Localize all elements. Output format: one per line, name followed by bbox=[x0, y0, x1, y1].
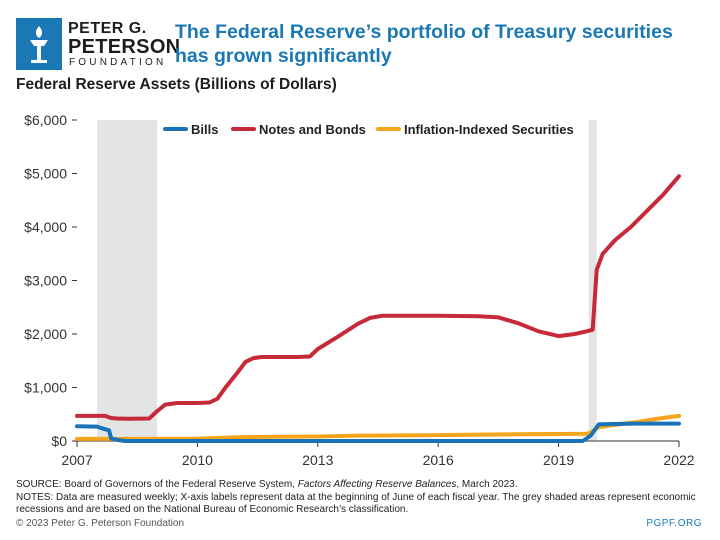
recession-shading bbox=[97, 120, 597, 441]
y-tick-label: $5,000 bbox=[24, 166, 67, 182]
legend-label: Bills bbox=[191, 122, 218, 137]
x-tick-label: 2019 bbox=[543, 452, 574, 468]
source-prefix: SOURCE: Board of Governors of the Federa… bbox=[16, 479, 298, 490]
notes-text: NOTES: Data are measured weekly; X-axis … bbox=[16, 491, 696, 516]
x-tick-label: 2016 bbox=[423, 452, 454, 468]
chart-legend: Bills Notes and Bonds Inflation-Indexed Se… bbox=[163, 122, 574, 137]
y-tick-label: $2,000 bbox=[24, 326, 67, 342]
legend-label: Inflation-Indexed Securities bbox=[404, 122, 574, 137]
chart-series bbox=[75, 174, 681, 443]
recession-band-1 bbox=[97, 120, 158, 441]
x-tick-label: 2007 bbox=[61, 452, 92, 468]
x-tick-label: 2010 bbox=[182, 452, 213, 468]
source-title: Factors Affecting Reserve Balances bbox=[297, 479, 457, 490]
y-tick-label: $4,000 bbox=[24, 219, 67, 235]
series-line-notes-and-bonds bbox=[75, 174, 681, 421]
x-tick-label: 2022 bbox=[663, 452, 694, 468]
chart-area: $0 $1,000 $2,000 $3,000 $4,000 $5,000 $6,000 20… bbox=[24, 112, 695, 468]
x-tick-label: 2013 bbox=[302, 452, 333, 468]
recession-band-2 bbox=[588, 120, 597, 441]
y-tick-label: $6,000 bbox=[24, 112, 67, 128]
brand-name-line2: PETERSON bbox=[68, 36, 181, 58]
legend-label: Notes and Bonds bbox=[259, 122, 366, 137]
chart-title: Federal Reserve Assets (Billions of Doll… bbox=[16, 76, 337, 93]
headline: The Federal Reserve’s portfolio of Treas… bbox=[175, 21, 673, 67]
y-tick-label: $0 bbox=[51, 433, 67, 449]
y-tick-label: $1,000 bbox=[24, 380, 67, 396]
brand-name-line1: PETER G. bbox=[68, 20, 147, 37]
y-tick-label: $3,000 bbox=[24, 273, 67, 289]
source-note: SOURCE: Board of Governors of the Federa… bbox=[16, 479, 716, 492]
torch-icon bbox=[16, 18, 62, 70]
series-line-bills bbox=[75, 421, 681, 443]
site-link[interactable]: PGPF.ORG bbox=[646, 518, 702, 529]
source-suffix: , March 2023. bbox=[456, 479, 518, 490]
brand-name-line3: FOUNDATION bbox=[69, 57, 167, 68]
notes-block: SOURCE: Board of Governors of the Federa… bbox=[16, 479, 716, 517]
copyright: © 2023 Peter G. Peterson Foundation bbox=[16, 518, 185, 529]
brand-logo: PETER G. PETERSON FOUNDATION bbox=[16, 18, 180, 70]
